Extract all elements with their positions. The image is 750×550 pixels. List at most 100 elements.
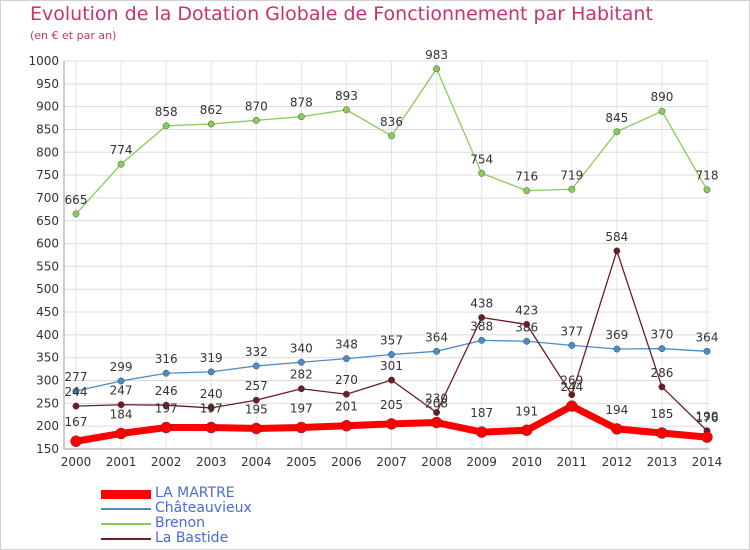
data-point-brenon xyxy=(72,210,80,218)
data-label-chateauvieux: 299 xyxy=(110,360,133,374)
data-label-la-martre: 176 xyxy=(696,411,719,425)
x-tick-label: 2007 xyxy=(376,455,407,469)
data-point-la-bastide xyxy=(613,247,621,255)
y-tick-label: 800 xyxy=(36,145,59,159)
data-label-la-bastide: 301 xyxy=(380,359,403,373)
data-point-la-martre xyxy=(340,420,353,432)
data-point-la-martre xyxy=(205,421,217,434)
data-point-brenon xyxy=(658,107,666,115)
y-tick-label: 850 xyxy=(36,122,59,136)
data-label-brenon: 862 xyxy=(200,103,223,117)
y-tick-label: 400 xyxy=(36,328,59,342)
data-label-brenon: 718 xyxy=(696,169,719,183)
data-label-chateauvieux: 364 xyxy=(696,330,719,344)
data-point-chateauvieux xyxy=(568,341,576,349)
data-label-brenon: 845 xyxy=(605,111,628,125)
data-label-la-martre: 197 xyxy=(155,402,178,416)
data-point-brenon xyxy=(703,186,711,194)
y-tick-label: 500 xyxy=(36,282,59,296)
data-label-la-martre: 167 xyxy=(65,415,88,429)
x-tick-label: 2012 xyxy=(602,455,633,469)
data-label-la-martre: 194 xyxy=(605,403,628,417)
data-label-brenon: 893 xyxy=(335,89,358,103)
data-point-brenon xyxy=(207,120,215,128)
data-label-la-martre: 205 xyxy=(380,398,403,412)
data-label-la-martre: 195 xyxy=(245,402,268,416)
x-tick-label: 2008 xyxy=(421,455,452,469)
data-label-la-bastide: 190 xyxy=(696,410,719,424)
chart-title: Evolution de la Dotation Globale de Fonc… xyxy=(30,3,653,25)
y-tick-label: 700 xyxy=(36,191,59,205)
data-label-chateauvieux: 388 xyxy=(470,319,493,333)
x-tick-label: 2006 xyxy=(331,455,362,469)
legend-label-la-bastide: La Bastide xyxy=(155,530,229,546)
data-point-la-bastide xyxy=(658,383,666,391)
data-label-la-bastide: 246 xyxy=(155,384,178,398)
data-point-la-martre xyxy=(701,431,713,443)
x-tick-label: 2010 xyxy=(511,455,542,469)
data-point-la-martre xyxy=(475,426,488,438)
data-label-la-bastide: 423 xyxy=(515,303,538,317)
data-point-la-bastide xyxy=(162,401,170,409)
data-label-brenon: 870 xyxy=(245,99,268,113)
data-point-la-martre xyxy=(295,421,308,434)
data-point-la-martre xyxy=(656,427,668,439)
data-label-brenon: 890 xyxy=(650,90,673,104)
x-tick-label: 2001 xyxy=(106,455,137,469)
data-point-la-martre xyxy=(430,416,443,429)
data-label-la-martre: 187 xyxy=(470,406,493,420)
data-point-brenon xyxy=(117,160,125,168)
data-label-chateauvieux: 348 xyxy=(335,338,358,352)
y-tick-label: 1000 xyxy=(28,54,59,68)
data-label-la-bastide: 584 xyxy=(605,230,628,244)
data-point-chateauvieux xyxy=(162,369,170,377)
data-label-la-bastide: 438 xyxy=(470,297,493,311)
data-point-brenon xyxy=(162,122,170,130)
data-point-la-martre xyxy=(160,421,172,434)
data-point-chateauvieux xyxy=(72,387,80,395)
data-label-brenon: 665 xyxy=(65,193,88,207)
x-tick-label: 2011 xyxy=(557,455,588,469)
data-point-la-martre xyxy=(385,418,398,430)
data-label-la-bastide: 230 xyxy=(425,391,448,405)
data-label-la-martre: 201 xyxy=(335,400,358,414)
data-point-chateauvieux xyxy=(523,337,531,345)
y-tick-label: 900 xyxy=(36,100,59,114)
legend-label-la-martre: LA MARTRE xyxy=(155,485,235,501)
y-tick-label: 200 xyxy=(36,419,59,433)
y-tick-label: 750 xyxy=(36,168,59,182)
data-label-brenon: 878 xyxy=(290,96,313,110)
data-point-la-martre xyxy=(611,423,623,435)
data-label-chateauvieux: 364 xyxy=(425,330,448,344)
data-point-la-bastide xyxy=(478,314,486,321)
y-tick-label: 450 xyxy=(36,305,59,319)
data-point-la-bastide xyxy=(568,391,576,399)
data-label-brenon: 719 xyxy=(560,168,583,182)
data-label-brenon: 836 xyxy=(380,115,403,129)
data-point-la-bastide xyxy=(72,402,80,410)
data-label-chateauvieux: 357 xyxy=(380,334,403,348)
data-point-la-martre xyxy=(521,424,533,436)
data-label-la-bastide: 282 xyxy=(290,368,313,382)
data-point-brenon xyxy=(297,113,305,121)
data-point-brenon xyxy=(568,185,576,193)
data-point-chateauvieux xyxy=(658,345,666,352)
data-label-la-bastide: 257 xyxy=(245,379,268,393)
data-point-la-bastide xyxy=(343,390,350,398)
data-label-chateauvieux: 316 xyxy=(155,352,178,366)
data-point-chateauvieux xyxy=(343,355,350,363)
x-tick-label: 2005 xyxy=(286,455,317,469)
data-point-la-bastide xyxy=(388,376,395,384)
x-tick-label: 2002 xyxy=(151,455,182,469)
data-label-la-martre: 244 xyxy=(560,380,583,394)
data-point-la-martre xyxy=(70,435,82,447)
data-label-chateauvieux: 370 xyxy=(650,328,673,342)
data-label-chateauvieux: 340 xyxy=(290,341,313,355)
data-point-brenon xyxy=(433,65,440,73)
legend-label-chateauvieux: Châteauvieux xyxy=(155,500,252,516)
data-point-la-bastide xyxy=(523,320,531,328)
data-point-chateauvieux xyxy=(207,368,215,376)
data-label-la-martre: 197 xyxy=(290,402,313,416)
data-label-brenon: 774 xyxy=(110,143,133,157)
data-point-la-bastide xyxy=(117,401,125,409)
